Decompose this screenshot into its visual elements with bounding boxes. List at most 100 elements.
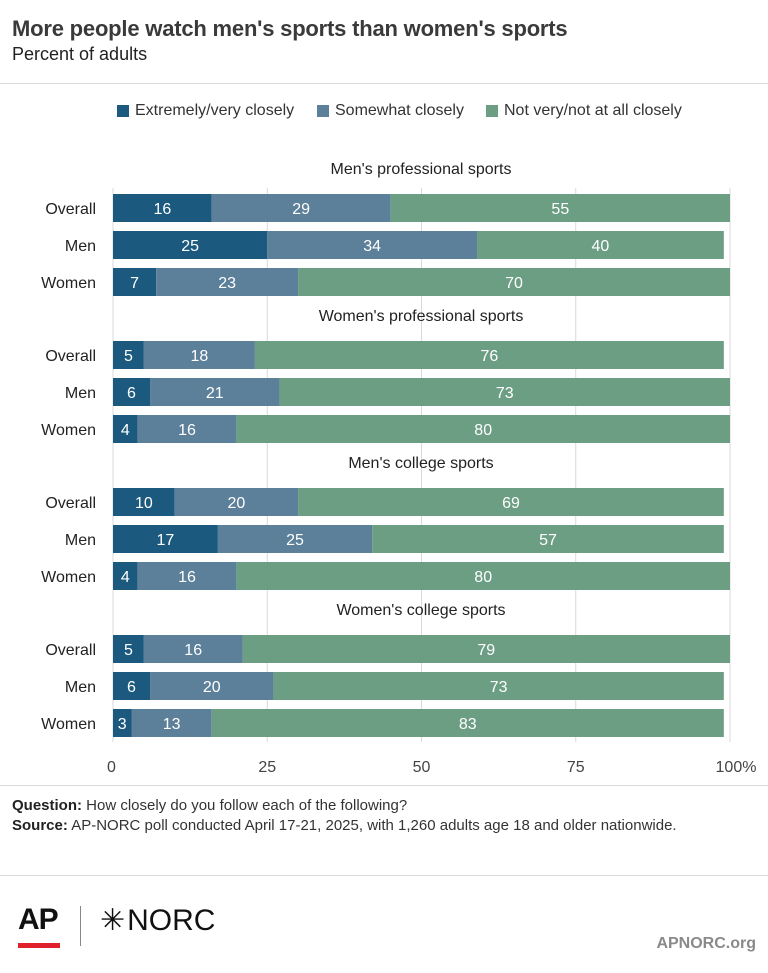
group-title: Women's college sports	[336, 602, 505, 619]
data-label: 20	[228, 495, 246, 512]
bar-segment-somewhat	[217, 525, 373, 553]
bar-segment-not	[298, 488, 724, 516]
data-label: 3	[118, 716, 127, 733]
bar-segment-somewhat	[174, 488, 299, 516]
data-label: 4	[121, 569, 130, 586]
data-label: 13	[163, 716, 181, 733]
footer-question: Question: How closely do you follow each…	[12, 796, 407, 816]
data-label: 40	[592, 238, 610, 255]
legend: Extremely/very closely Somewhat closely …	[0, 102, 768, 126]
bar-segment-extremely	[113, 231, 268, 259]
data-label: 29	[292, 201, 310, 218]
data-label: 25	[181, 238, 199, 255]
norc-star-icon: ✳	[100, 904, 126, 937]
legend-swatch-somewhat	[317, 105, 329, 117]
bar-segment-extremely	[113, 378, 151, 406]
bar-segment-extremely	[113, 194, 212, 222]
row-label: Women	[41, 275, 96, 292]
bar-segment-not	[372, 525, 724, 553]
data-label: 80	[474, 422, 492, 439]
row-label: Overall	[45, 348, 96, 365]
bar-segment-not	[236, 562, 730, 590]
chart-title: More people watch men's sports than wome…	[12, 16, 568, 41]
logo-divider	[0, 875, 768, 876]
x-tick-label: 25	[258, 759, 276, 776]
ap-logo: AP	[18, 903, 59, 936]
bar-segment-not	[298, 268, 730, 296]
data-label: 76	[480, 348, 498, 365]
x-tick-label: 0	[107, 759, 116, 776]
bar-segment-extremely	[113, 525, 218, 553]
site-link[interactable]: APNORC.org	[656, 935, 756, 952]
bar-segment-extremely	[113, 672, 151, 700]
data-label: 80	[474, 569, 492, 586]
bar-segment-not	[236, 415, 730, 443]
row-label: Men	[65, 238, 96, 255]
row-label: Overall	[45, 495, 96, 512]
question-label: Question:	[12, 797, 82, 814]
footer-source: Source: AP-NORC poll conducted April 17-…	[12, 816, 702, 836]
data-label: 7	[130, 275, 139, 292]
chart-subtitle: Percent of adults	[12, 44, 148, 64]
data-label: 5	[124, 642, 133, 659]
data-label: 6	[127, 385, 136, 402]
data-label: 69	[502, 495, 520, 512]
data-label: 73	[496, 385, 514, 402]
data-label: 73	[490, 679, 508, 696]
bar-segment-extremely	[113, 341, 144, 369]
data-label: 18	[190, 348, 208, 365]
bar-segment-extremely	[113, 268, 157, 296]
data-label: 16	[178, 422, 196, 439]
bar-segment-somewhat	[131, 709, 212, 737]
bar-segment-extremely	[113, 488, 175, 516]
data-label: 55	[551, 201, 569, 218]
bar-segment-somewhat	[156, 268, 299, 296]
bar-segment-not	[390, 194, 730, 222]
legend-item-somewhat: Somewhat closely	[317, 102, 464, 120]
row-label: Men	[65, 385, 96, 402]
logo-separator	[80, 906, 81, 946]
bar-segment-not	[242, 635, 730, 663]
x-tick-label: 100%	[716, 759, 757, 776]
legend-label-somewhat: Somewhat closely	[335, 102, 464, 119]
data-label: 16	[184, 642, 202, 659]
data-label: 79	[477, 642, 495, 659]
source-text: AP-NORC poll conducted April 17-21, 2025…	[67, 817, 677, 834]
bar-segment-somewhat	[137, 415, 237, 443]
data-label: 4	[121, 422, 130, 439]
data-label: 57	[539, 532, 557, 549]
bar-segment-somewhat	[211, 194, 391, 222]
legend-item-extremely: Extremely/very closely	[117, 102, 294, 120]
norc-logo-text: NORC	[127, 903, 216, 937]
legend-swatch-extremely	[117, 105, 129, 117]
ap-logo-underline	[18, 943, 60, 948]
legend-swatch-not	[486, 105, 498, 117]
bar-segment-somewhat	[150, 378, 280, 406]
question-text: How closely do you follow each of the fo…	[82, 797, 408, 814]
bar-segment-not	[211, 709, 724, 737]
group-title: Men's college sports	[348, 455, 493, 472]
data-label: 6	[127, 679, 136, 696]
bar-segment-extremely	[113, 635, 144, 663]
source-label: Source:	[12, 817, 68, 834]
bar-segment-not	[273, 672, 724, 700]
group-title: Women's professional sports	[319, 308, 524, 325]
bar-segment-extremely	[113, 562, 138, 590]
data-label: 23	[218, 275, 236, 292]
row-label: Men	[65, 679, 96, 696]
data-label: 17	[157, 532, 175, 549]
row-label: Overall	[45, 201, 96, 218]
data-label: 70	[505, 275, 523, 292]
data-label: 16	[178, 569, 196, 586]
row-label: Overall	[45, 642, 96, 659]
norc-logo: ✳ NORC	[100, 903, 215, 938]
bar-segment-not	[254, 341, 724, 369]
bar-segment-somewhat	[267, 231, 478, 259]
legend-label-not: Not very/not at all closely	[504, 102, 682, 119]
bar-segment-extremely	[113, 709, 132, 737]
data-label: 5	[124, 348, 133, 365]
bar-segment-somewhat	[143, 341, 255, 369]
data-label: 21	[206, 385, 224, 402]
legend-label-extremely: Extremely/very closely	[135, 102, 295, 119]
